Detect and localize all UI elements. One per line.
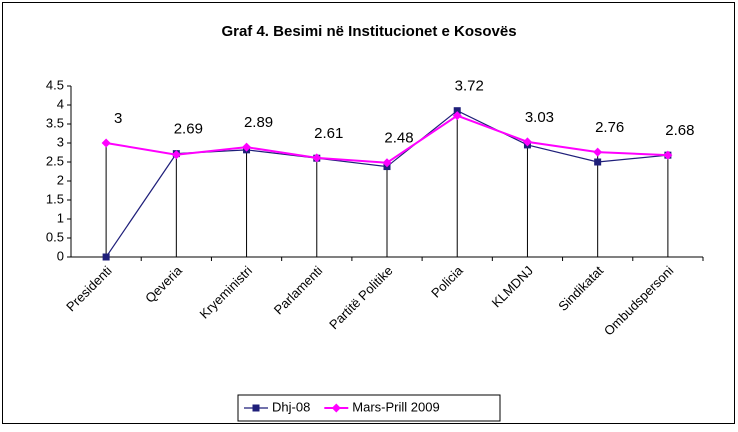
y-tick-label: 3.5 bbox=[46, 115, 64, 130]
chart-title: Graf 4. Besimi në Institucionet e Kosovë… bbox=[221, 23, 516, 40]
marker bbox=[382, 158, 392, 168]
legend-marker bbox=[331, 403, 341, 413]
marker bbox=[453, 107, 461, 115]
legend-marker bbox=[252, 404, 260, 412]
legend-label: Dhj-08 bbox=[272, 399, 310, 414]
data-label: 2.89 bbox=[244, 114, 273, 131]
y-tick-label: 4.5 bbox=[46, 77, 64, 92]
marker bbox=[594, 158, 602, 166]
marker bbox=[171, 150, 181, 160]
y-tick-label: 1.5 bbox=[46, 191, 64, 206]
marker bbox=[522, 137, 532, 147]
data-label: 2.61 bbox=[314, 125, 343, 142]
data-label: 2.48 bbox=[384, 130, 413, 147]
data-label: 3 bbox=[114, 110, 122, 127]
y-tick-label: 0.5 bbox=[46, 229, 64, 244]
marker bbox=[101, 138, 111, 148]
data-label: 3.72 bbox=[455, 78, 484, 95]
marker bbox=[593, 147, 603, 157]
y-tick-label: 2 bbox=[57, 172, 64, 187]
y-tick-label: 3 bbox=[57, 134, 64, 149]
marker bbox=[452, 111, 462, 121]
chart-frame bbox=[2, 2, 735, 424]
legend-box bbox=[237, 394, 501, 422]
legend-label: Mars-Prill 2009 bbox=[352, 399, 439, 414]
y-tick-label: 0 bbox=[57, 248, 64, 263]
data-label: 2.76 bbox=[595, 119, 624, 136]
y-tick-label: 1 bbox=[57, 210, 64, 225]
y-tick-label: 4 bbox=[57, 96, 64, 111]
data-label: 3.03 bbox=[525, 109, 554, 126]
marker bbox=[102, 253, 110, 261]
marker bbox=[312, 153, 322, 163]
data-label: 2.68 bbox=[665, 122, 694, 139]
data-label: 2.69 bbox=[174, 121, 203, 138]
marker bbox=[242, 142, 252, 152]
y-tick-label: 2.5 bbox=[46, 153, 64, 168]
marker bbox=[663, 150, 673, 160]
